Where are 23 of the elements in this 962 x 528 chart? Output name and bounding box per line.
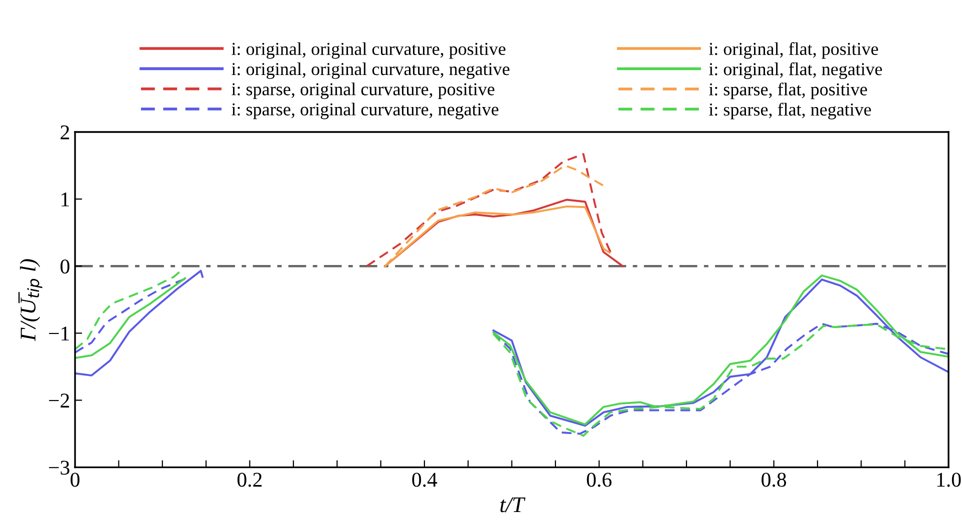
legend-label: i: original, flat, negative: [708, 62, 882, 79]
legend-label: i: sparse, original curvature, negative: [232, 102, 498, 120]
y-axis-title: Γ/(U̅$_{tip}$ l): [18, 259, 42, 342]
x-tick-label: 1.0: [937, 472, 961, 487]
legend-label: i: sparse, original curvature, positive: [232, 82, 494, 100]
y-tick-label: 0: [60, 259, 70, 274]
legend-label: i: sparse, flat, positive: [708, 82, 867, 100]
line-series: [366, 153, 614, 268]
x-axis-title: t/T: [500, 497, 526, 512]
legend-label: i: original, flat, positive: [708, 42, 878, 59]
x-tick-label: 0: [70, 472, 80, 487]
legend-label: i: original, original curvature, positive: [232, 42, 506, 59]
x-tick-label: 0.8: [762, 472, 786, 487]
y-tick-label: −2: [49, 394, 70, 408]
legend-label: i: original, original curvature, negative: [232, 62, 510, 79]
x-tick-label: 0.6: [586, 472, 612, 487]
y-tick-label: −1: [49, 326, 69, 340]
x-tick-label: 0.4: [412, 472, 438, 487]
legend-label: i: sparse, flat, negative: [708, 102, 871, 120]
y-tick-label: −3: [49, 460, 70, 475]
x-tick-label: 0.2: [238, 472, 262, 487]
y-tick-label: 2: [60, 125, 70, 140]
y-tick-label: 1: [62, 192, 69, 206]
